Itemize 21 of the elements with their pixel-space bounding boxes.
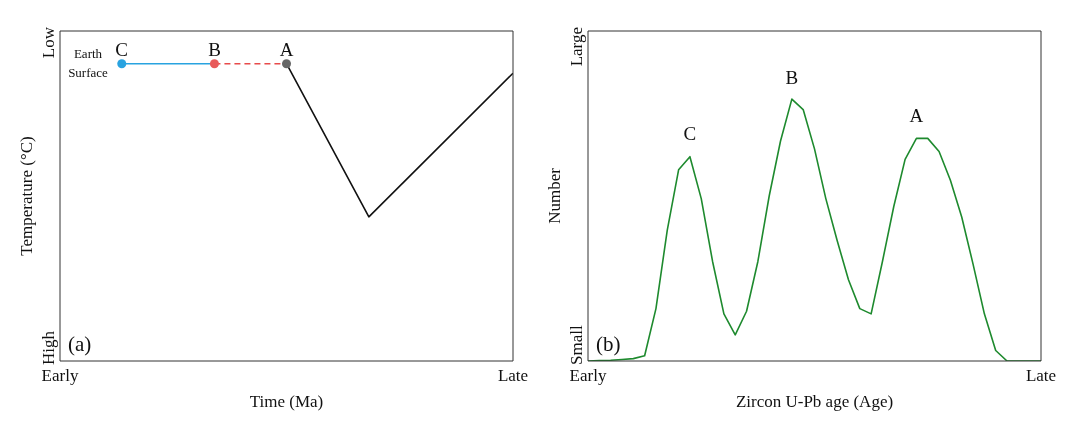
x-axis-title: Time (Ma) — [249, 392, 324, 411]
text: B — [208, 38, 221, 60]
text: Small — [567, 325, 586, 365]
x-tick-label: Late — [1025, 366, 1057, 386]
y-axis-title: Temperature (°C) — [17, 136, 37, 256]
annotation: Earth Surface — [67, 45, 109, 82]
text: High — [39, 330, 58, 365]
text: B — [785, 66, 799, 88]
text: A — [279, 38, 294, 60]
x-tick-label: Early — [41, 366, 79, 386]
annotation: (a) — [68, 332, 92, 356]
text: Large — [567, 27, 586, 67]
annotation: A — [909, 104, 924, 126]
annotation: C — [683, 122, 697, 144]
text: C — [115, 38, 128, 60]
x-tick-label: Late — [497, 366, 529, 386]
x-tick-label: Early — [569, 366, 607, 386]
x-axis-title: Zircon U-Pb age (Age) — [735, 392, 894, 411]
annotation: (b) — [596, 332, 621, 356]
text: Low — [39, 26, 58, 59]
y-axis-title: Number — [545, 167, 565, 224]
